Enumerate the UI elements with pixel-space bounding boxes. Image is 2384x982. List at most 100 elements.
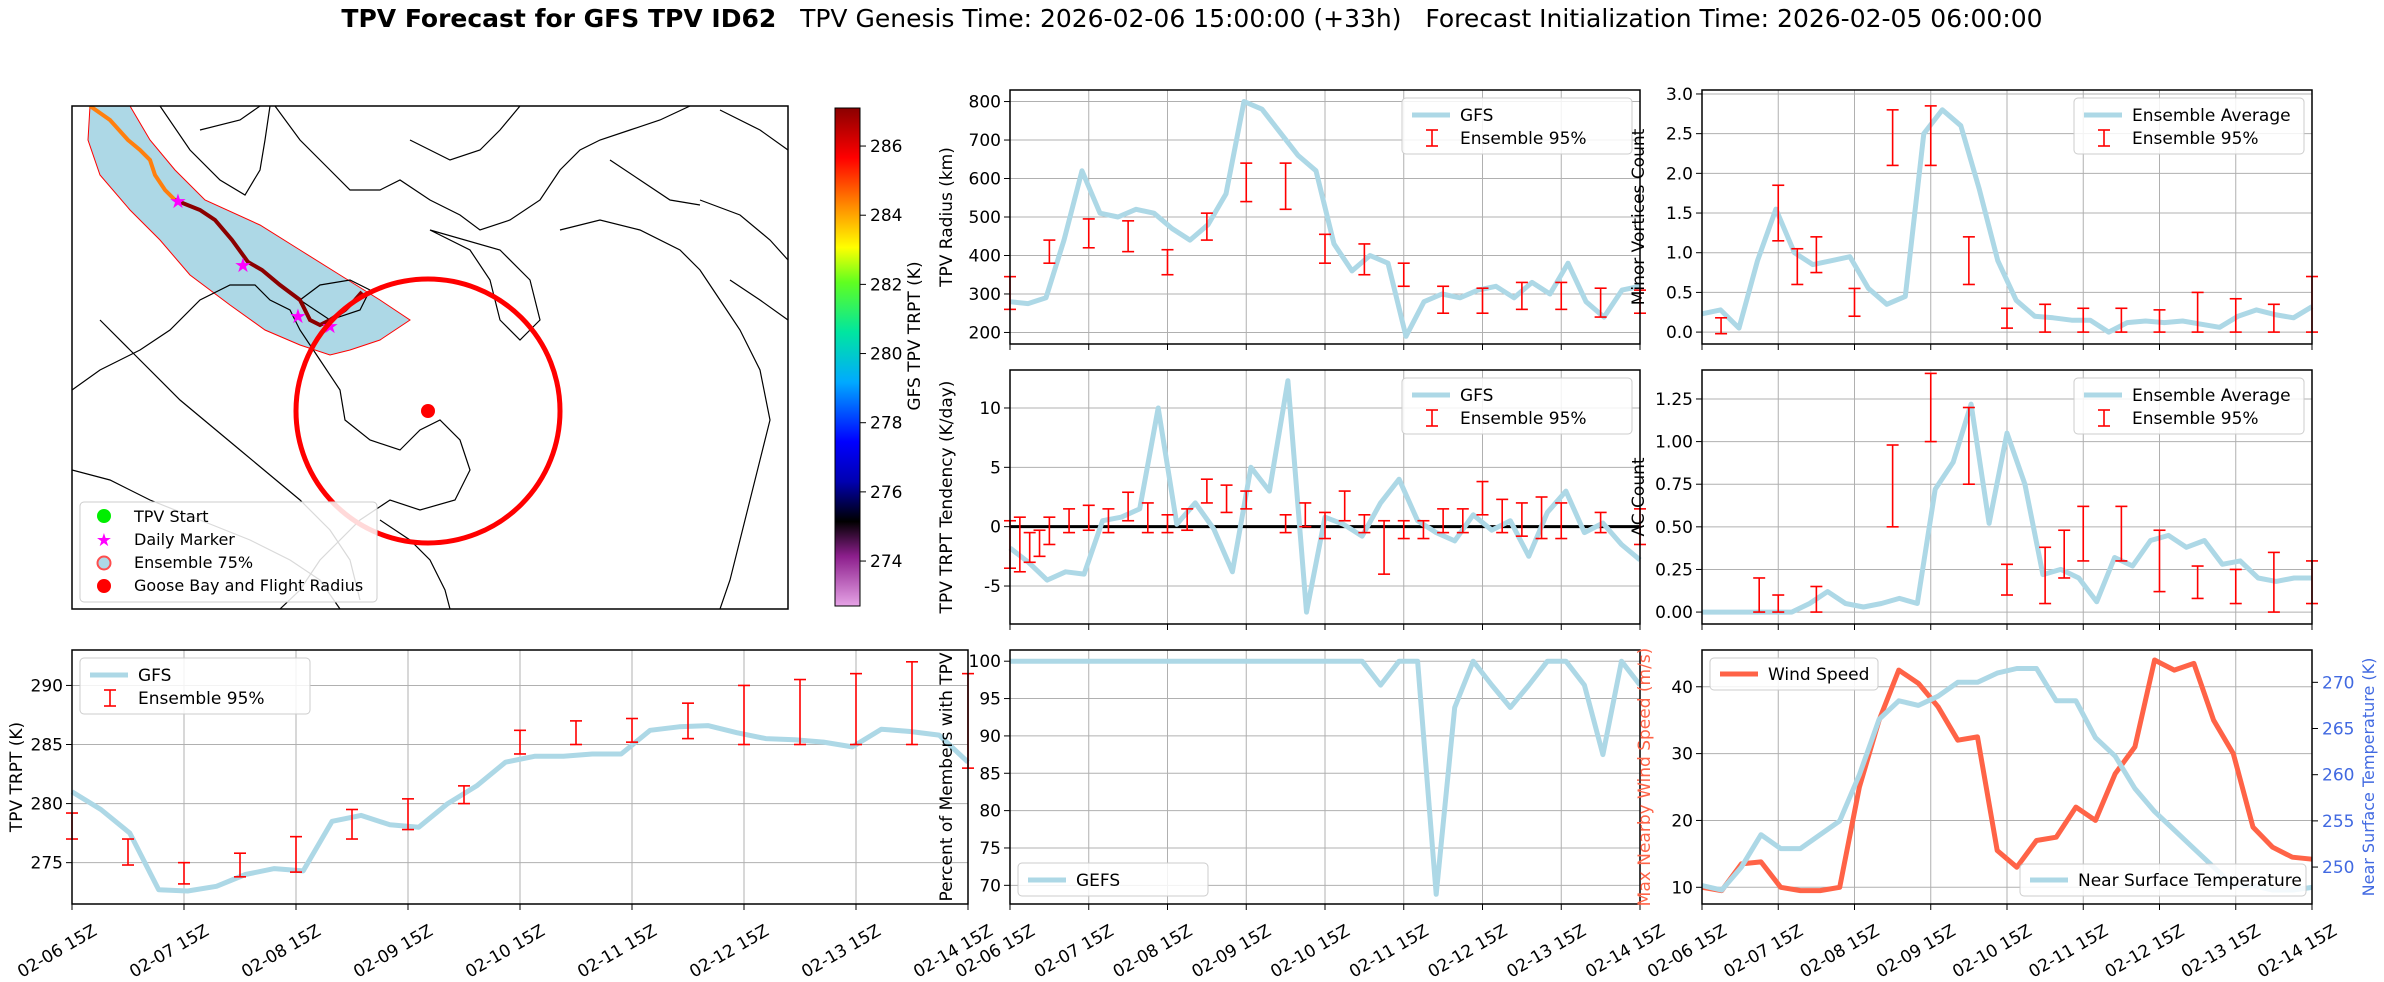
errorbar <box>402 798 414 831</box>
errorbar <box>1962 406 1975 486</box>
errorbar <box>2191 565 2204 600</box>
series-line-ensemble-average <box>1702 401 2312 615</box>
x-tick-label: 02-07 15Z <box>1720 921 1806 982</box>
colorbar-ticks: 274 276 278 280 282 284 286 <box>860 137 902 572</box>
errorbar <box>1319 511 1331 540</box>
colorbar-tick-label: 278 <box>870 414 902 434</box>
x-tick-label: 02-11 15Z <box>1346 921 1432 982</box>
y-tick-label: 1.25 <box>1655 390 1693 410</box>
colorbar-tick-label: 282 <box>870 275 902 295</box>
legend-label: Ensemble 95% <box>2132 129 2259 149</box>
legend: GEFS <box>1017 862 1209 897</box>
errorbar <box>1555 502 1568 540</box>
x-tick-label: 02-10 15Z <box>1267 921 1353 982</box>
series-line-gfs <box>1009 99 1641 339</box>
legend-label: Ensemble 95% <box>2132 409 2259 429</box>
y-tick-label: 1.00 <box>1655 433 1693 453</box>
y-axis-label-right: Near Surface Temperature (K) <box>2359 658 2378 897</box>
daily-marker-star: ★ <box>234 253 252 277</box>
y-tick-label: 3.0 <box>1666 85 1693 105</box>
errorbar <box>1161 248 1174 276</box>
legend-label-goose-bay: Goose Bay and Flight Radius <box>134 576 364 595</box>
x-tick-label: 02-12 15Z <box>686 921 772 982</box>
errorbar <box>1378 519 1391 575</box>
errorbar <box>906 661 918 746</box>
errorbar <box>794 678 806 746</box>
chart-tendency: -5 0 5 10 TPV TRPT Tendency (K/day) GFS Ensemb… <box>937 369 1646 630</box>
legend-wind: Wind Speed <box>1709 657 1879 691</box>
errorbar <box>1200 212 1213 241</box>
errorbar <box>1753 577 1766 613</box>
daily-marker-star: ★ <box>289 304 307 328</box>
errorbar <box>2267 551 2280 613</box>
figure-title: TPV Forecast for GFS TPV ID62 TPV Genesi… <box>0 4 2384 33</box>
errorbar <box>290 835 302 873</box>
y-tick-label: 10 <box>1671 878 1693 898</box>
errorbar <box>1397 262 1410 288</box>
errorbar <box>2039 546 2052 605</box>
legend-label: Ensemble Average <box>2132 106 2291 126</box>
errorbar <box>122 838 134 866</box>
errorbar <box>738 684 750 746</box>
x-tick-label: 02-08 15Z <box>1797 921 1883 982</box>
errorbar <box>1456 508 1469 534</box>
y-axis-label: TPV TRPT Tendency (K/day) <box>937 381 957 615</box>
x-tick-label: 02-11 15Z <box>2025 921 2111 982</box>
legend-temp: Near Surface Temperature <box>2019 863 2307 897</box>
errorbar <box>1437 508 1450 534</box>
errorbar <box>2039 303 2052 333</box>
errorbar <box>1397 519 1410 540</box>
errorbar <box>1924 372 1937 443</box>
errorbar <box>2229 568 2242 605</box>
tpv-track-early <box>88 106 177 202</box>
errorbar <box>1082 504 1095 532</box>
errorbar <box>1013 516 1026 573</box>
daily-marker-star: ★ <box>169 189 187 213</box>
x-tick-label: 02-09 15Z <box>1188 921 1274 982</box>
legend-label-tpv-start: TPV Start <box>134 507 209 526</box>
x-tick-label: 02-07 15Z <box>126 921 212 982</box>
errorbar <box>1122 220 1135 253</box>
errorbar <box>1810 236 1823 274</box>
colorbar-tick-label: 280 <box>870 345 902 365</box>
colorbar-tick-label: 274 <box>870 552 902 572</box>
y-tick-label: 0.5 <box>1666 283 1693 303</box>
y-tick-label: 800 <box>969 93 1001 113</box>
y-axis-label: AC Count <box>1629 457 1649 536</box>
x-tick-label: 02-09 15Z <box>350 921 436 982</box>
errorbar <box>2267 303 2280 333</box>
y-tick-label: 0.0 <box>1666 323 1693 343</box>
y-tick-label: 80 <box>979 802 1001 822</box>
y-tick-label: 0.50 <box>1655 518 1693 538</box>
colorbar <box>834 107 861 607</box>
errorbar <box>1358 514 1371 534</box>
y-tick-label: 0 <box>990 518 1001 538</box>
errorbar <box>2077 307 2090 333</box>
y-tick-label: 280 <box>31 795 63 815</box>
y-tick-label-right: 255 <box>2322 812 2354 832</box>
errorbar <box>1535 496 1548 540</box>
legend-box <box>2073 97 2305 155</box>
errorbar <box>234 852 246 878</box>
y-tick-label: 2.5 <box>1666 125 1693 145</box>
errorbar <box>2077 505 2090 562</box>
errorbar <box>570 720 582 746</box>
x-tick-label: 02-14 15Z <box>2254 921 2340 982</box>
errorbar <box>178 861 190 885</box>
legend: GFS Ensemble 95% <box>1401 97 1633 155</box>
errorbar <box>1102 508 1115 534</box>
goose-bay-point <box>421 404 435 418</box>
errorbar <box>1555 281 1568 311</box>
errorbar <box>1594 287 1607 318</box>
errorbar <box>458 785 470 805</box>
x-tick-label: 02-12 15Z <box>1425 921 1511 982</box>
errorbar <box>1886 109 1899 167</box>
figure-title-bold: TPV Forecast for GFS TPV ID62 <box>341 4 777 33</box>
errorbar <box>1279 162 1292 211</box>
y-axis-label: Minor Vortices Count <box>1629 128 1649 305</box>
x-tick-label: 02-13 15Z <box>798 921 884 982</box>
chart-minor_vortices: 0.0 0.5 1.0 1.5 2.0 2.5 3.0 Minor Vortices Coun… <box>1629 85 2318 350</box>
colorbar-tick-label: 284 <box>870 206 902 226</box>
errorbar <box>1848 287 1861 318</box>
